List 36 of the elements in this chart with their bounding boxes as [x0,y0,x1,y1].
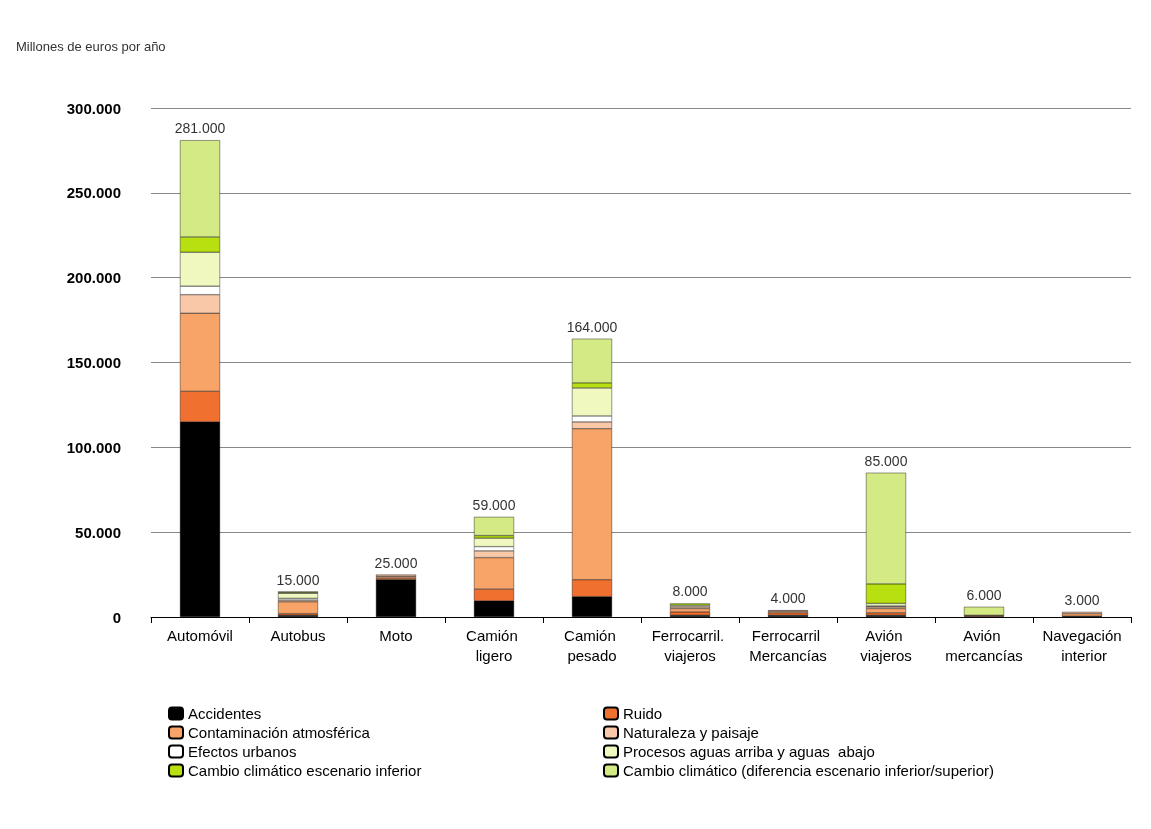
y-tick-label: 50.000 [75,523,121,541]
x-tick-label: Ferrocarril Mercancías [749,626,827,664]
y-axis-title: Millones de euros por año [16,39,166,54]
y-tick-label: 200.000 [66,269,121,287]
total-label: 8.000 [672,583,708,600]
legend-label: Cambio climático escenario inferior [188,762,422,779]
legend-label: Cambio climático (diferencia escenario inferior/superior) [623,762,994,779]
x-tick-label: Camión pesado [564,626,620,664]
total-label: 85.000 [864,452,908,469]
x-tick-label: Avión viajeros [860,626,912,664]
legend-label: Procesos aguas arriba y aguas abajo [623,743,875,760]
total-label: 25.000 [374,554,418,571]
legend-label: Accidentes [188,705,262,722]
x-tick-label: Automóvil [167,626,233,644]
legend-label: Efectos urbanos [188,743,297,760]
legend-label: Naturaleza y paisaje [623,724,759,741]
y-tick-label: 300.000 [66,99,121,117]
y-tick-label: 100.000 [66,438,121,456]
legend-label: Ruido [623,705,663,722]
x-tick-label: Autobus [270,626,326,644]
y-tick-label: 250.000 [66,184,121,202]
y-tick-label: 150.000 [66,354,121,371]
x-tick-label: Avión mercancías [945,626,1023,664]
total-label: 4.000 [770,590,806,607]
x-tick-label: Camión ligero [466,626,522,664]
y-tick-label: 0 [112,608,121,626]
x-tick-label: Moto [379,626,413,644]
total-label: 3.000 [1064,591,1100,608]
total-label: 59.000 [472,496,516,513]
total-label: 164.000 [566,318,618,335]
total-label: 15.000 [276,571,320,588]
total-label: 281.000 [174,120,226,137]
x-tick-label: Navegación interior [1042,626,1122,664]
legend-label: Contaminación atmosférica [188,724,371,741]
x-tick-label: Ferrocarril. viajeros [651,626,729,664]
total-label: 6.000 [966,586,1002,603]
